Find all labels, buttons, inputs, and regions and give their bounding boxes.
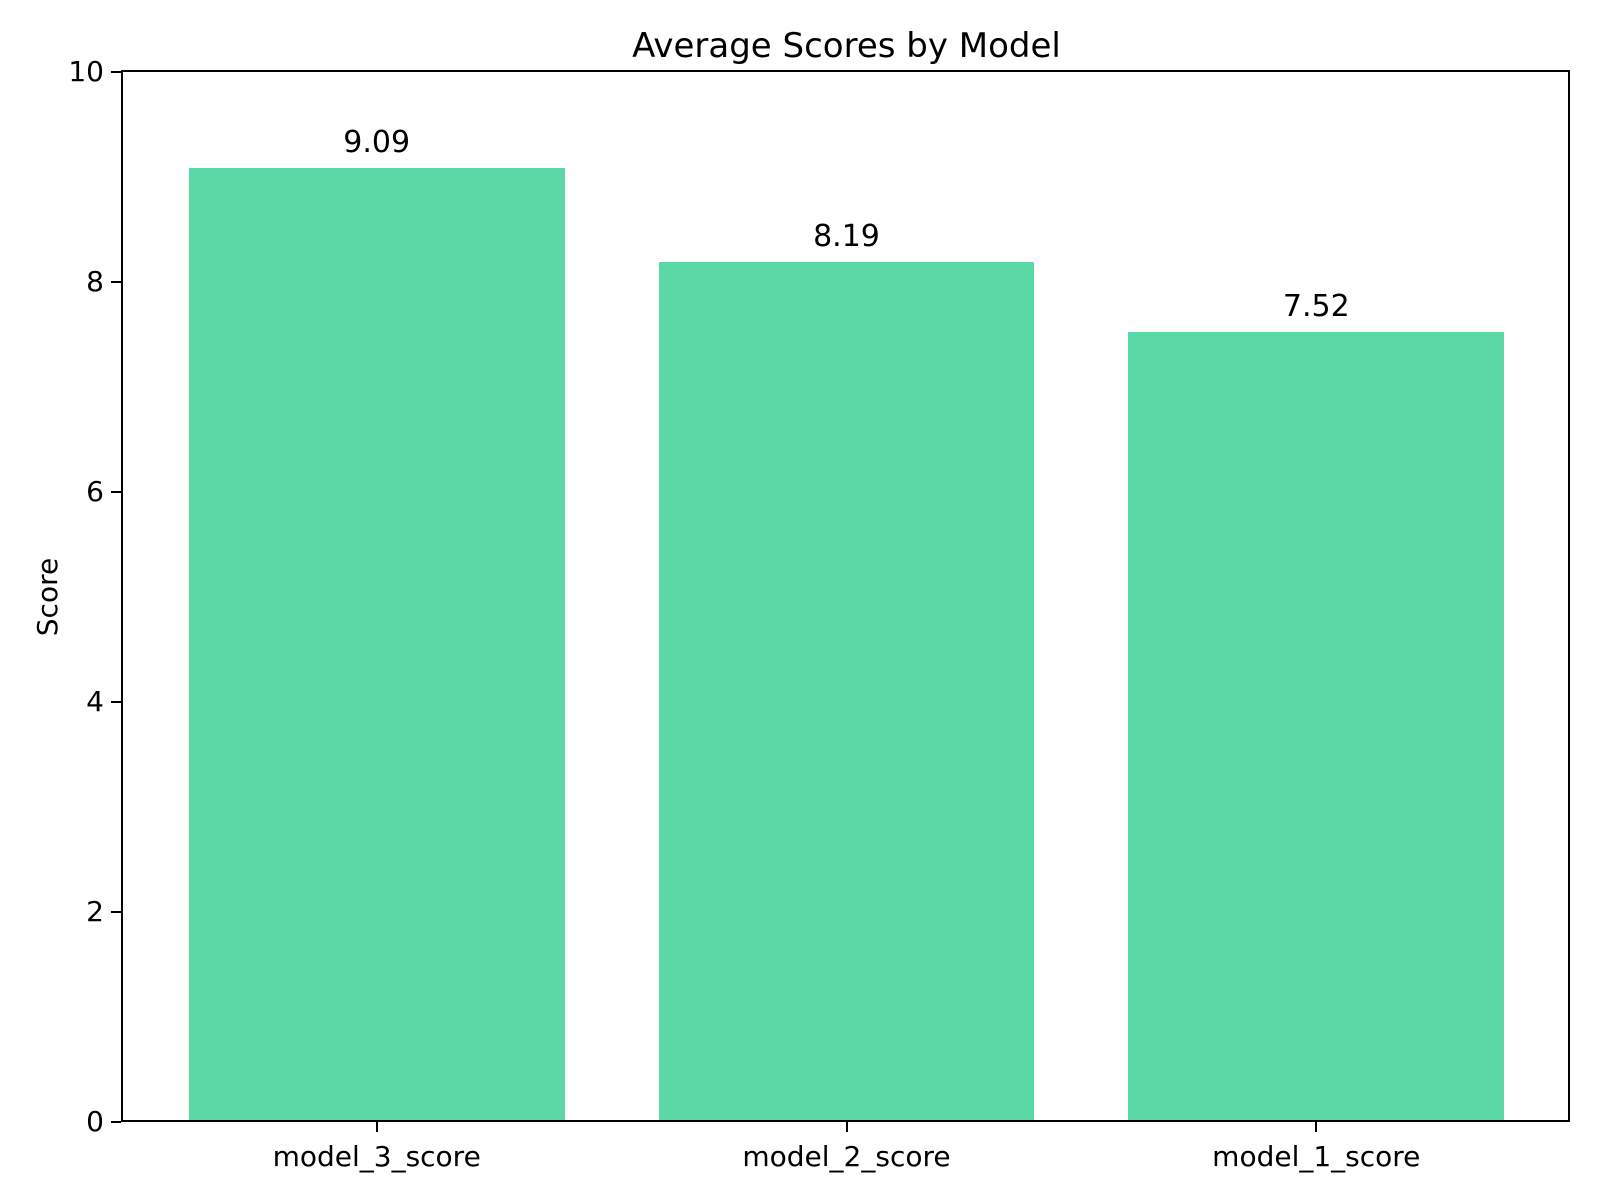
bar-model_2_score bbox=[658, 262, 1035, 1122]
plot-area bbox=[121, 70, 1570, 1122]
bar-model_3_score bbox=[188, 167, 565, 1122]
y-tick-mark bbox=[111, 71, 121, 73]
y-axis-label: Score bbox=[31, 557, 64, 637]
x-tick-mark bbox=[845, 1122, 848, 1132]
bar-value-label: 7.52 bbox=[1282, 289, 1350, 325]
y-tick-label: 8 bbox=[86, 265, 104, 298]
y-tick-label: 4 bbox=[86, 685, 104, 718]
x-tick-mark bbox=[1315, 1122, 1318, 1132]
y-tick-mark bbox=[111, 281, 121, 283]
chart-title: Average Scores by Model bbox=[632, 26, 1061, 66]
y-tick-label: 6 bbox=[86, 475, 104, 508]
x-tick-label-model_3_score: model_3_score bbox=[272, 1140, 481, 1173]
x-tick-label-model_2_score: model_2_score bbox=[742, 1140, 951, 1173]
x-tick-label-model_1_score: model_1_score bbox=[1212, 1140, 1421, 1173]
bar-value-label: 9.09 bbox=[343, 124, 411, 160]
bar-model_1_score bbox=[1128, 332, 1505, 1122]
y-tick-mark bbox=[111, 701, 121, 703]
y-tick-label: 10 bbox=[68, 55, 104, 88]
y-tick-mark bbox=[111, 1121, 121, 1123]
y-tick-label: 0 bbox=[86, 1105, 104, 1138]
bar-value-label: 8.19 bbox=[813, 219, 880, 255]
x-tick-mark bbox=[375, 1122, 378, 1132]
y-tick-label: 2 bbox=[86, 895, 104, 928]
y-tick-mark bbox=[111, 911, 121, 913]
y-tick-mark bbox=[111, 491, 121, 493]
